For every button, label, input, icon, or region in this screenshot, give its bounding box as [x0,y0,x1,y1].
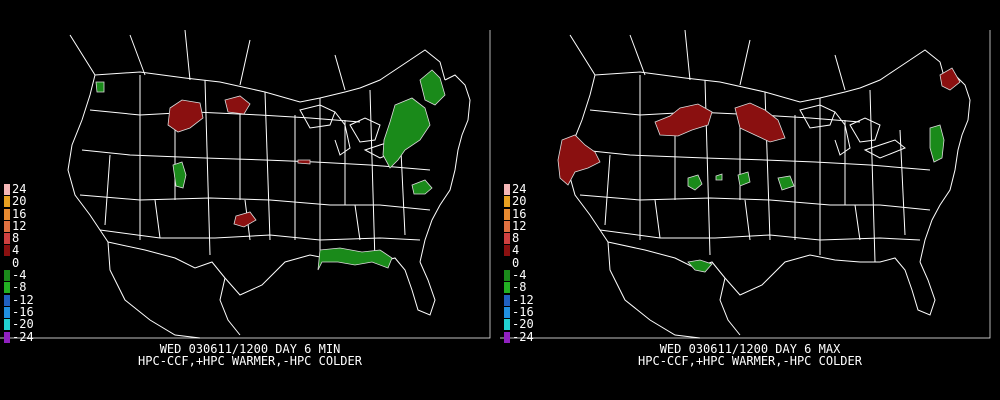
legend-label: -20 [12,317,34,332]
legend-entry: -8 [2,280,42,295]
legend-entry: 0 [2,257,42,269]
legend-swatch [504,331,510,343]
legend-label: -16 [512,304,534,319]
legend-entry: 16 [2,208,42,220]
legend-entry: 4 [2,243,42,258]
legend-swatch [504,220,510,232]
legend-swatch [504,257,510,269]
legend-entry: -12 [502,294,542,306]
legend-entry: 0 [502,257,542,269]
legend-swatch [504,306,510,318]
legend-swatch [504,208,510,220]
legend-swatch [504,245,510,257]
legend-swatch [4,282,10,294]
legend-entry: 20 [502,194,542,209]
map-title: WED 030611/1200 DAY 6 MAX [659,342,841,356]
legend-label: 16 [512,206,527,221]
legend-label: -24 [512,329,534,344]
legend-label: -16 [12,304,34,319]
legend-label: -8 [12,280,27,295]
legend-entry: 24 [502,183,542,195]
legend-swatch [4,233,10,245]
legend-swatch [504,319,510,331]
legend-entry: 8 [2,231,42,246]
legend-swatch [4,257,10,269]
legend-entry: -16 [2,306,42,318]
legend-swatch [4,245,10,257]
legend-max: 24 20 16 12 8 4 0 -4 -8 -12 -16 -20 -24 [502,183,542,343]
legend-entry: 12 [502,220,542,232]
legend-entry: 4 [502,243,542,258]
legend-label: -20 [512,317,534,332]
legend-swatch [4,208,10,220]
legend-entry: 20 [2,194,42,209]
legend-label: -4 [12,268,27,283]
map-subtitle: HPC-CCF,+HPC WARMER,-HPC COLDER [638,354,862,368]
legend-label: 0 [512,255,520,270]
legend-swatch [4,294,10,306]
legend-label: 4 [512,243,520,258]
legend-min: 24 20 16 12 8 4 0 -4 -8 -12 -16 -20 -24 [2,183,42,343]
legend-swatch [504,196,510,208]
legend-label: -24 [12,329,34,344]
legend-entry: -24 [2,331,42,343]
map-subtitle: HPC-CCF,+HPC WARMER,-HPC COLDER [138,354,362,368]
legend-entry: -4 [2,268,42,283]
legend-swatch [504,270,510,282]
map-title: WED 030611/1200 DAY 6 MIN [159,342,341,356]
legend-label: 12 [512,218,527,233]
legend-swatch [4,319,10,331]
legend-swatch [4,184,10,195]
legend-swatch [4,220,10,232]
legend-label: 20 [512,194,527,209]
legend-label: -12 [512,292,534,307]
legend-label: 0 [12,255,20,270]
legend-swatch [504,294,510,306]
map-panel-max: 24 20 16 12 8 4 0 -4 -8 -12 -16 -20 -24 … [500,0,1000,400]
legend-entry: -20 [502,317,542,332]
legend-label: -4 [512,268,527,283]
legend-entry: -12 [2,294,42,306]
legend-entry: -20 [2,317,42,332]
legend-entry: 8 [502,231,542,246]
legend-swatch [4,306,10,318]
legend-entry: 24 [2,183,42,195]
legend-swatch [504,233,510,245]
legend-label: -12 [12,292,34,307]
legend-entry: 12 [2,220,42,232]
us-map-min [0,29,491,339]
legend-label: 4 [12,243,20,258]
legend-label: 8 [12,231,20,246]
legend-entry: -16 [502,306,542,318]
legend-label: 8 [512,231,520,246]
legend-label: 24 [512,182,527,196]
legend-swatch [504,282,510,294]
legend-label: 16 [12,206,27,221]
legend-label: 20 [12,194,27,209]
map-panel-min: 24 20 16 12 8 4 0 -4 -8 -12 -16 -20 -24 … [0,29,491,368]
legend-swatch [4,270,10,282]
legend-swatch [4,331,10,343]
legend-entry: -24 [502,331,542,343]
legend-swatch [4,196,10,208]
legend-label: 12 [12,218,27,233]
legend-label: -8 [512,280,527,295]
legend-entry: -4 [502,268,542,283]
legend-entry: 16 [502,208,542,220]
us-map-max [500,29,991,339]
legend-label: 24 [12,182,27,196]
legend-entry: -8 [502,280,542,295]
legend-swatch [504,184,510,195]
